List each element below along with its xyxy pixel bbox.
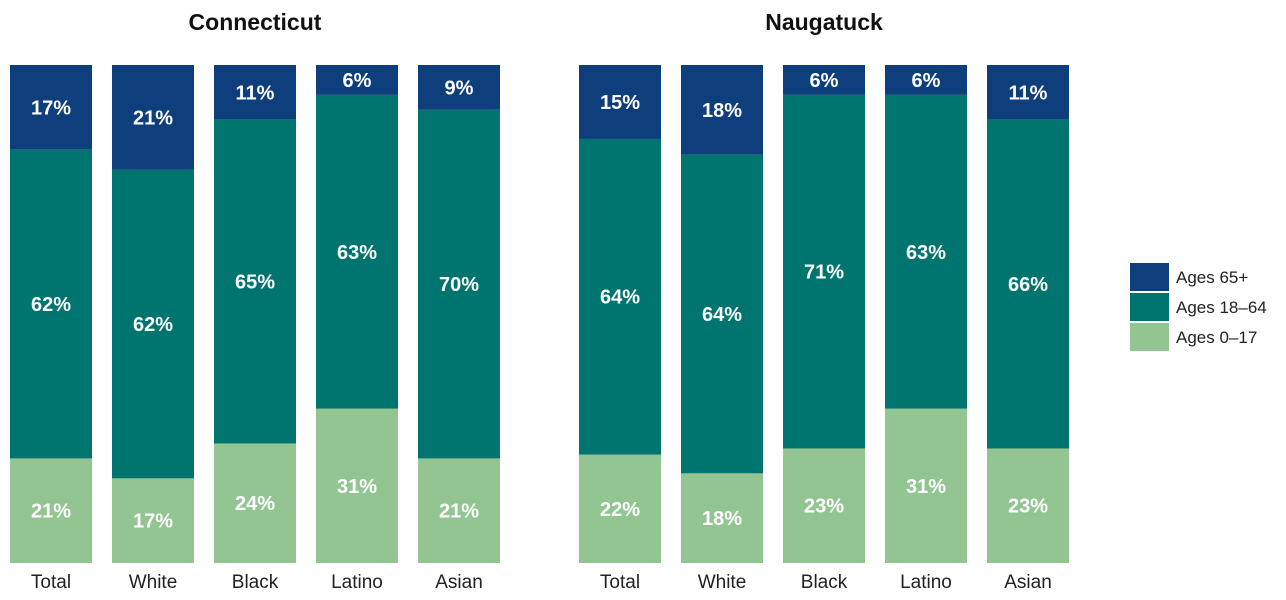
bar-connecticut-black-ages-0-17 [214, 443, 296, 563]
data-label-connecticut-white-ages-18-64: 62% [133, 314, 173, 336]
category-label-connecticut-asian: Asian [435, 572, 483, 593]
category-label-naugatuck-latino: Latino [900, 572, 952, 593]
panel-connecticut: Connecticut 21% 62% 17% Total 17% 62% 21% White 2… [10, 9, 500, 593]
data-label-naugatuck-asian-ages-18-64: 66% [1008, 274, 1048, 296]
data-label-naugatuck-black-ages-18-64: 71% [804, 262, 844, 284]
category-label-naugatuck-total: Total [600, 572, 640, 593]
bar-connecticut-white-ages-0-17 [112, 478, 194, 563]
bar-connecticut-latino-ages-65 [316, 65, 398, 95]
bar-naugatuck-black-ages-0-17 [783, 448, 865, 563]
bar-naugatuck-white-ages-0-17 [681, 473, 763, 563]
legend-label-ages-18-64: Ages 18–64 [1176, 298, 1267, 317]
data-label-connecticut-latino-ages-18-64: 63% [337, 242, 377, 264]
data-label-naugatuck-asian-ages-65: 11% [1009, 82, 1048, 104]
legend-item-ages-0-17: Ages 0–17 [1130, 323, 1257, 351]
data-label-connecticut-total-ages-65: 17% [31, 97, 71, 119]
category-label-connecticut-black: Black [232, 572, 279, 593]
bar-naugatuck-latino-ages-0-17 [885, 408, 967, 563]
data-label-connecticut-asian-ages-0-17: 21% [439, 501, 479, 523]
bar-naugatuck-white-ages-18-64 [681, 154, 763, 474]
bar-connecticut-latino-ages-18-64 [316, 94, 398, 409]
data-label-connecticut-black-ages-18-64: 65% [235, 272, 275, 294]
bar-naugatuck-black-ages-18-64 [783, 94, 865, 449]
panel-naugatuck: Naugatuck 22% 64% 15% Total 18% 64% 18% White 23%… [579, 9, 1069, 593]
bar-connecticut-latino-ages-0-17 [316, 408, 398, 563]
data-label-naugatuck-total-ages-18-64: 64% [600, 287, 640, 309]
bar-connecticut-total-ages-0-17 [10, 458, 92, 563]
bar-connecticut-white-ages-65 [112, 65, 194, 170]
bar-naugatuck-latino-ages-65 [885, 65, 967, 95]
bar-connecticut-total-ages-65 [10, 65, 92, 150]
legend-label-ages-65: Ages 65+ [1176, 268, 1248, 287]
data-label-naugatuck-white-ages-0-17: 18% [702, 508, 742, 530]
bar-connecticut-asian-ages-18-64 [418, 109, 500, 459]
legend-item-ages-65: Ages 65+ [1130, 263, 1248, 291]
data-label-naugatuck-latino-ages-18-64: 63% [906, 242, 946, 264]
category-label-naugatuck-black: Black [801, 572, 848, 593]
data-label-naugatuck-latino-ages-65: 6% [912, 70, 941, 92]
category-label-connecticut-white: White [129, 572, 178, 593]
category-label-connecticut-total: Total [31, 572, 71, 593]
data-label-connecticut-asian-ages-18-64: 70% [439, 274, 479, 296]
bar-naugatuck-black-ages-65 [783, 65, 865, 95]
bar-naugatuck-total-ages-18-64 [579, 138, 661, 455]
data-label-naugatuck-black-ages-65: 6% [810, 70, 839, 92]
legend-swatch-ages-0-17 [1130, 323, 1169, 351]
category-label-connecticut-latino: Latino [331, 572, 383, 593]
legend-item-ages-18-64: Ages 18–64 [1130, 293, 1267, 321]
data-label-naugatuck-total-ages-0-17: 22% [600, 499, 640, 521]
data-label-naugatuck-white-ages-65: 18% [702, 100, 742, 122]
data-label-connecticut-white-ages-0-17: 17% [133, 511, 173, 533]
chart-panels: Connecticut 21% 62% 17% Total 17% 62% 21% White 2… [10, 9, 1069, 593]
data-label-connecticut-asian-ages-65: 9% [445, 77, 474, 99]
bar-connecticut-total-ages-18-64 [10, 149, 92, 459]
legend-swatch-ages-65 [1130, 263, 1169, 291]
panel-title-connecticut: Connecticut [189, 9, 322, 35]
bar-naugatuck-white-ages-65 [681, 65, 763, 155]
data-label-naugatuck-asian-ages-0-17: 23% [1008, 496, 1048, 518]
legend-swatch-ages-18-64 [1130, 293, 1169, 321]
bar-connecticut-black-ages-18-64 [214, 119, 296, 444]
bar-naugatuck-asian-ages-18-64 [987, 119, 1069, 449]
panel-title-naugatuck: Naugatuck [765, 9, 883, 35]
data-label-naugatuck-total-ages-65: 15% [600, 92, 640, 114]
bar-connecticut-black-ages-65 [214, 65, 296, 120]
legend-label-ages-0-17: Ages 0–17 [1176, 328, 1257, 347]
bar-connecticut-asian-ages-0-17 [418, 458, 500, 563]
bar-naugatuck-asian-ages-0-17 [987, 448, 1069, 563]
bar-naugatuck-total-ages-65 [579, 65, 661, 139]
data-label-connecticut-latino-ages-65: 6% [343, 70, 372, 92]
data-label-connecticut-black-ages-0-17: 24% [235, 493, 275, 515]
data-label-connecticut-latino-ages-0-17: 31% [337, 476, 377, 498]
category-label-naugatuck-white: White [698, 572, 747, 593]
data-label-naugatuck-black-ages-0-17: 23% [804, 496, 844, 518]
bar-naugatuck-asian-ages-65 [987, 65, 1069, 120]
bar-connecticut-white-ages-18-64 [112, 169, 194, 479]
bar-naugatuck-total-ages-0-17 [579, 454, 661, 563]
data-label-connecticut-total-ages-0-17: 21% [31, 501, 71, 523]
bar-connecticut-asian-ages-65 [418, 65, 500, 110]
data-label-connecticut-white-ages-65: 21% [133, 107, 173, 129]
data-label-connecticut-total-ages-18-64: 62% [31, 294, 71, 316]
bar-naugatuck-latino-ages-18-64 [885, 94, 967, 409]
category-label-naugatuck-asian: Asian [1004, 572, 1052, 593]
data-label-naugatuck-white-ages-18-64: 64% [702, 304, 742, 326]
data-label-connecticut-black-ages-65: 11% [236, 82, 275, 104]
data-label-naugatuck-latino-ages-0-17: 31% [906, 476, 946, 498]
chart-legend: Ages 65+ Ages 18–64 Ages 0–17 [1130, 263, 1267, 351]
